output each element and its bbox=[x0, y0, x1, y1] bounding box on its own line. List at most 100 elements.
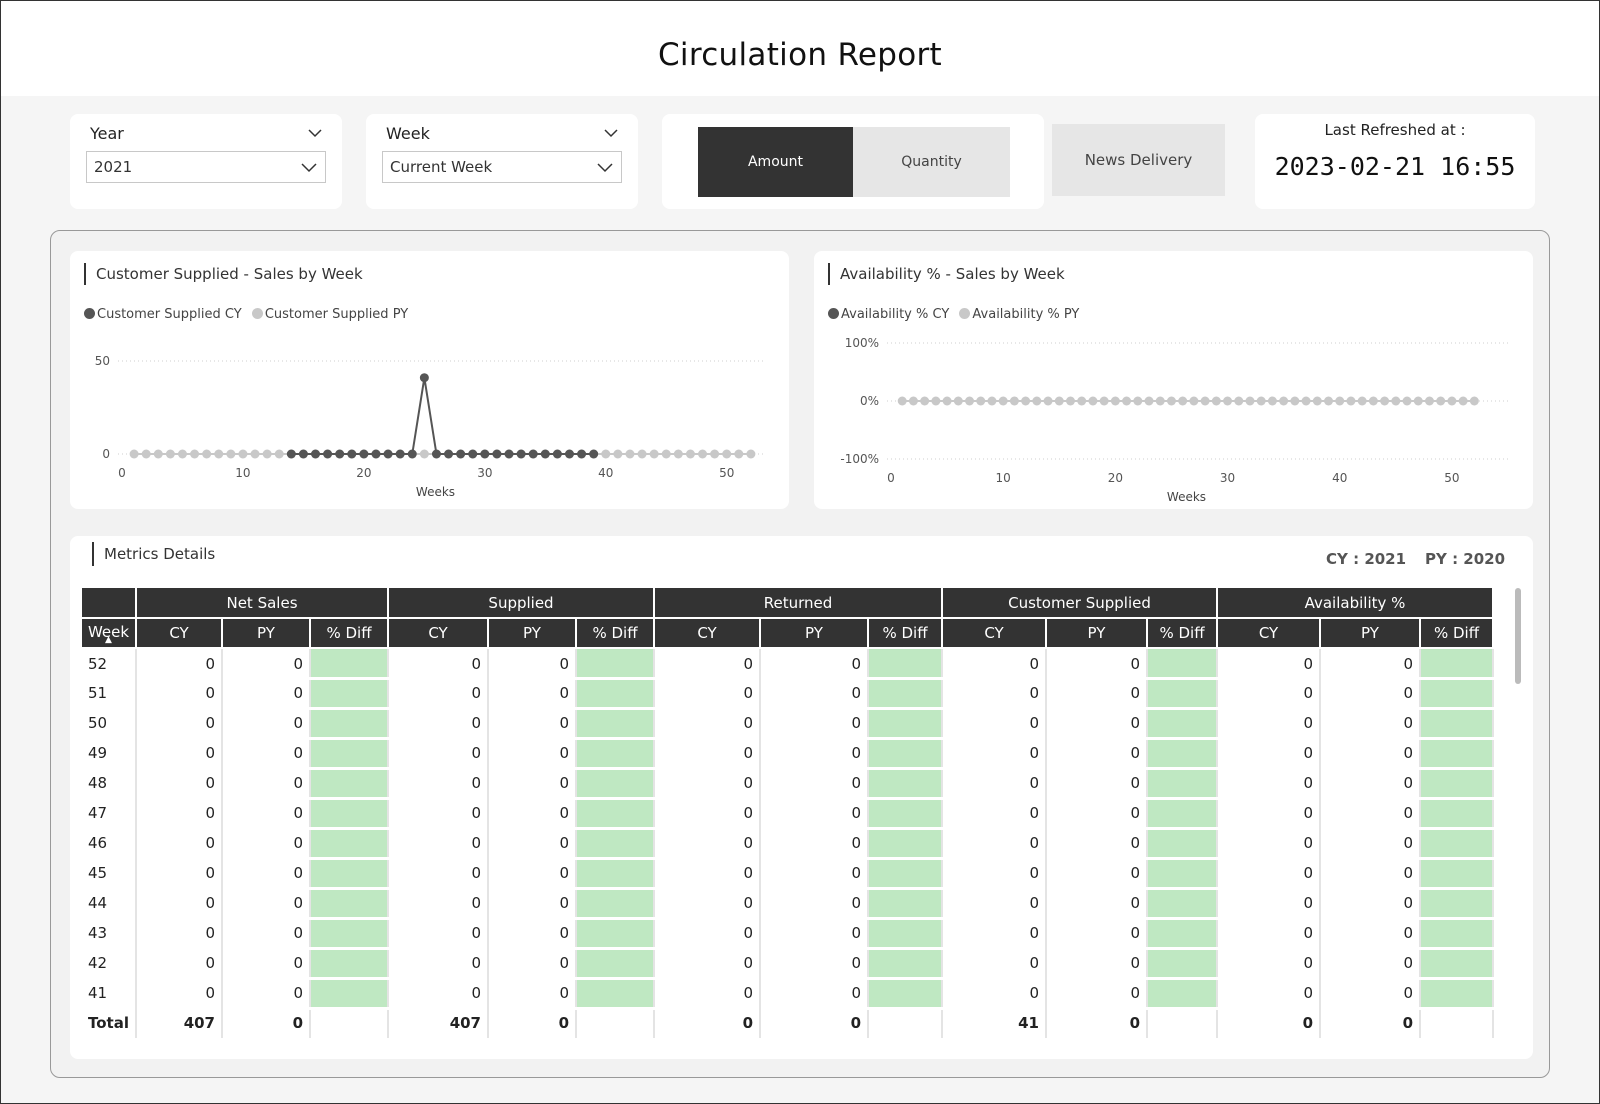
group-header: Returned bbox=[654, 588, 943, 619]
data-point bbox=[371, 449, 381, 459]
data-point bbox=[190, 449, 200, 459]
y-tick-label: 0% bbox=[860, 394, 879, 408]
data-point bbox=[1368, 396, 1378, 406]
column-header[interactable]: % Diff bbox=[1147, 618, 1218, 649]
column-header[interactable]: CY bbox=[136, 618, 223, 649]
corner-header bbox=[82, 588, 137, 619]
table-row: 43 0 0 0 0 0 0 0 0 0 0 bbox=[82, 918, 1494, 950]
data-point bbox=[1178, 396, 1188, 406]
data-point bbox=[1447, 396, 1457, 406]
diff-cell bbox=[576, 768, 655, 800]
diff-cell bbox=[1147, 888, 1218, 920]
data-point bbox=[613, 449, 623, 459]
value-cell: 0 bbox=[1217, 918, 1321, 948]
column-header[interactable]: % Diff bbox=[868, 618, 943, 649]
data-point bbox=[1043, 396, 1053, 406]
year-dropdown[interactable]: 2021 bbox=[86, 151, 326, 183]
group-header: Customer Supplied bbox=[942, 588, 1218, 619]
diff-cell bbox=[310, 858, 389, 890]
value-cell: 0 bbox=[1217, 678, 1321, 708]
value-cell: 0 bbox=[654, 918, 761, 948]
table-scrollbar[interactable] bbox=[1515, 588, 1521, 684]
x-tick-label: 40 bbox=[598, 466, 613, 480]
diff-cell bbox=[1147, 828, 1218, 860]
week-dropdown[interactable]: Current Week bbox=[382, 151, 622, 183]
week-cell: 46 bbox=[82, 828, 137, 858]
value-cell: 0 bbox=[1320, 858, 1421, 888]
data-point bbox=[1122, 396, 1132, 406]
data-point bbox=[1312, 396, 1322, 406]
value-cell: 0 bbox=[1217, 858, 1321, 888]
data-point bbox=[153, 449, 163, 459]
chevron-down-icon[interactable] bbox=[604, 126, 618, 140]
chart-legend: Customer Supplied CY Customer Supplied P… bbox=[84, 307, 414, 322]
column-header[interactable]: % Diff bbox=[576, 618, 655, 649]
amount-button[interactable]: Amount bbox=[698, 127, 853, 197]
value-cell: 0 bbox=[488, 798, 577, 828]
value-cell: 0 bbox=[1046, 828, 1148, 858]
column-header[interactable]: PY bbox=[1320, 618, 1421, 649]
diff-cell bbox=[1420, 948, 1494, 980]
x-tick-label: 40 bbox=[1332, 471, 1347, 485]
data-point bbox=[1324, 396, 1334, 406]
value-cell: 0 bbox=[1320, 738, 1421, 768]
data-point bbox=[577, 449, 587, 459]
week-slicer-label: Week bbox=[386, 124, 430, 143]
value-cell: 0 bbox=[1320, 918, 1421, 948]
table-row: 49 0 0 0 0 0 0 0 0 0 0 bbox=[82, 738, 1494, 770]
column-header[interactable]: CY bbox=[1217, 618, 1321, 649]
data-point bbox=[323, 449, 333, 459]
diff-cell bbox=[1420, 918, 1494, 950]
legend-item[interactable]: Availability % PY bbox=[959, 307, 1079, 322]
news-delivery-button[interactable]: News Delivery bbox=[1052, 124, 1225, 196]
column-header[interactable]: CY bbox=[654, 618, 761, 649]
week-cell: 52 bbox=[82, 648, 137, 678]
legend-item[interactable]: Customer Supplied PY bbox=[251, 307, 408, 322]
value-cell: 0 bbox=[760, 948, 869, 978]
data-point bbox=[1335, 396, 1345, 406]
column-header[interactable]: CY bbox=[388, 618, 489, 649]
data-point bbox=[1346, 396, 1356, 406]
data-point bbox=[1245, 396, 1255, 406]
value-cell: 0 bbox=[1046, 858, 1148, 888]
data-point bbox=[419, 373, 429, 383]
data-point bbox=[1391, 396, 1401, 406]
table-row: 50 0 0 0 0 0 0 0 0 0 0 bbox=[82, 708, 1494, 740]
value-cell: 0 bbox=[1217, 978, 1321, 1008]
chart-title: Customer Supplied - Sales by Week bbox=[84, 263, 363, 285]
column-header[interactable]: PY bbox=[222, 618, 311, 649]
column-header[interactable]: CY bbox=[942, 618, 1047, 649]
legend-item[interactable]: Availability % CY bbox=[828, 307, 949, 322]
week-column-header[interactable]: Week ▲ bbox=[82, 618, 137, 649]
data-point bbox=[444, 449, 454, 459]
report-header: Circulation Report bbox=[1, 1, 1599, 96]
value-cell: 0 bbox=[488, 648, 577, 678]
column-header[interactable]: PY bbox=[1046, 618, 1148, 649]
data-point bbox=[1469, 396, 1479, 406]
data-point bbox=[698, 449, 708, 459]
data-point bbox=[1458, 396, 1468, 406]
value-cell: 0 bbox=[760, 888, 869, 918]
data-point bbox=[347, 449, 357, 459]
year-slicer-label: Year bbox=[90, 124, 124, 143]
group-header: Availability % bbox=[1217, 588, 1494, 619]
chevron-down-icon bbox=[301, 163, 317, 173]
column-header[interactable]: PY bbox=[488, 618, 577, 649]
value-cell: 0 bbox=[222, 918, 311, 948]
data-point bbox=[480, 449, 490, 459]
data-point bbox=[407, 449, 417, 459]
quantity-button[interactable]: Quantity bbox=[853, 127, 1010, 197]
column-header[interactable]: % Diff bbox=[1420, 618, 1494, 649]
chevron-down-icon[interactable] bbox=[308, 126, 322, 140]
value-cell: 0 bbox=[1046, 798, 1148, 828]
column-header[interactable]: % Diff bbox=[310, 618, 389, 649]
column-header[interactable]: PY bbox=[760, 618, 869, 649]
diff-cell bbox=[1420, 708, 1494, 740]
diff-cell bbox=[868, 978, 943, 1010]
data-point bbox=[601, 449, 611, 459]
data-point bbox=[226, 449, 236, 459]
value-cell: 0 bbox=[760, 708, 869, 738]
legend-item[interactable]: Customer Supplied CY bbox=[84, 307, 242, 322]
value-cell: 0 bbox=[760, 828, 869, 858]
data-point bbox=[1077, 396, 1087, 406]
